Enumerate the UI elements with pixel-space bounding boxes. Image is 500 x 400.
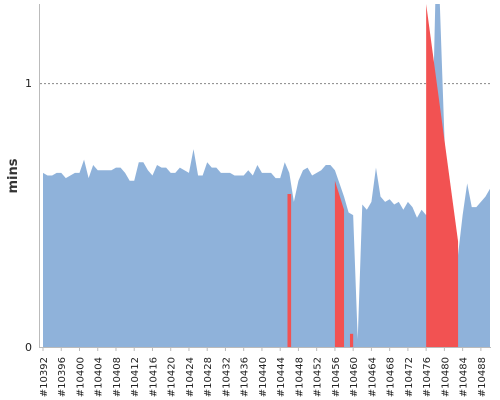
x-tick-label: #10404 bbox=[94, 357, 105, 397]
x-tick-label: #10452 bbox=[313, 357, 324, 397]
x-tick-label: #10432 bbox=[221, 357, 232, 397]
x-tick-label: #10456 bbox=[331, 357, 342, 397]
y-axis-title: mins bbox=[6, 158, 21, 193]
x-tick-label: #10488 bbox=[477, 357, 488, 397]
x-tick-label: #10484 bbox=[459, 357, 470, 397]
x-tick-label: #10448 bbox=[294, 357, 305, 397]
x-tick-label: #10396 bbox=[57, 357, 68, 397]
x-tick-label: #10468 bbox=[386, 357, 397, 397]
x-tick-label: #10420 bbox=[167, 357, 178, 397]
x-tick-label: #10464 bbox=[367, 357, 378, 397]
x-tick-label: #10400 bbox=[75, 357, 86, 397]
x-tick-label: #10428 bbox=[203, 357, 214, 397]
highlight-region bbox=[349, 333, 354, 347]
highlight-region bbox=[287, 193, 292, 347]
x-tick-label: #10412 bbox=[130, 357, 141, 397]
x-tick-label: #10444 bbox=[276, 357, 287, 397]
series-area bbox=[43, 4, 490, 347]
highlight-group bbox=[287, 4, 459, 347]
y-tick-label: 0 bbox=[25, 341, 32, 354]
x-tick-label: #10440 bbox=[258, 357, 269, 397]
x-tick-label: #10480 bbox=[440, 357, 451, 397]
x-tick-label: #10476 bbox=[422, 357, 433, 397]
x-tick-group: #10392 #10396 #10400 #10404 #10408 #10412 #104… bbox=[39, 347, 488, 397]
x-tick-label: #10436 bbox=[240, 357, 251, 397]
x-tick-label: #10424 bbox=[185, 357, 196, 397]
y-tick-group: 01 bbox=[25, 77, 32, 354]
x-tick-label: #10460 bbox=[349, 357, 360, 397]
x-tick-label: #10416 bbox=[148, 357, 159, 397]
x-tick-label: #10392 bbox=[39, 357, 50, 397]
highlight-region bbox=[426, 4, 459, 347]
x-tick-label: #10408 bbox=[112, 357, 123, 397]
y-tick-label: 1 bbox=[25, 77, 32, 90]
x-tick-label: #10472 bbox=[404, 357, 415, 397]
highlight-region bbox=[334, 180, 345, 347]
